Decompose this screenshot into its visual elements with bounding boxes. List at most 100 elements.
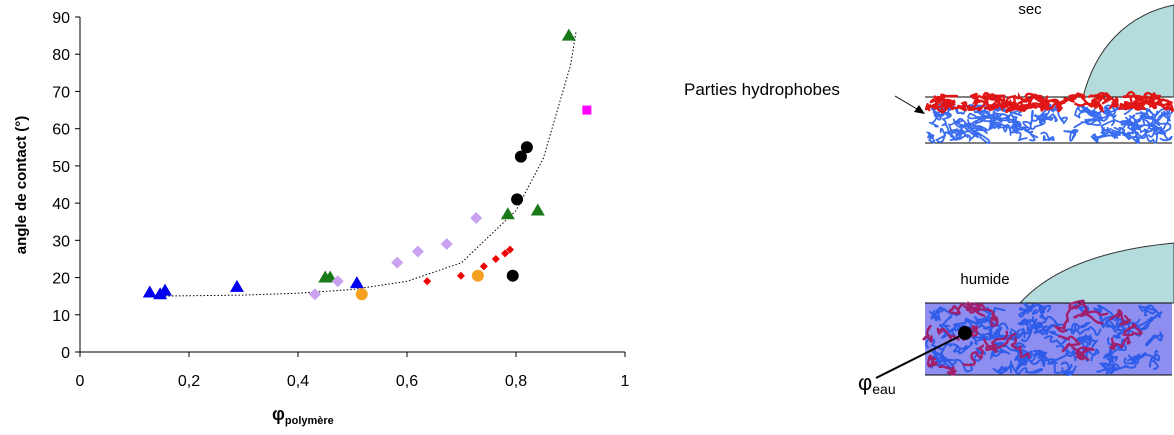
label-humide: humide: [960, 271, 1009, 288]
chain: [940, 315, 964, 339]
hydrophobic-chain: [929, 93, 959, 104]
hydrophobic-chain: [1121, 323, 1143, 337]
chain: [932, 350, 955, 370]
hydrophobic-chain: [1071, 345, 1093, 361]
point: [561, 28, 576, 41]
label-water: φeau: [858, 370, 896, 397]
y-tick-label: 40: [52, 196, 70, 213]
y-tick-label: 10: [52, 308, 70, 325]
chain: [1040, 131, 1055, 142]
hydrophobic-chain: [1044, 99, 1066, 113]
x-tick-label: 0,8: [505, 373, 527, 390]
hydrophobic-chain: [1058, 335, 1081, 353]
point: [491, 254, 500, 263]
point: [506, 269, 519, 282]
chain: [947, 117, 964, 138]
x-tick-label: 0: [76, 373, 85, 390]
point: [520, 141, 533, 154]
chain: [1075, 337, 1100, 362]
chain: [992, 103, 1013, 122]
point: [470, 212, 483, 224]
chain: [1017, 316, 1035, 336]
hydrophobic-chain: [1118, 100, 1133, 111]
label-hydrophobic: Parties hydrophobes: [684, 80, 840, 99]
point: [456, 271, 465, 280]
hydrophobic-chain: [1013, 91, 1039, 104]
hydrophobic-chain: [1096, 92, 1114, 105]
hydrophobic-chain: [1073, 309, 1109, 319]
x-axis-label-symbol: φ: [272, 404, 285, 424]
chain: [1005, 114, 1021, 130]
chain: [1096, 362, 1118, 375]
arrow-head: [914, 105, 925, 114]
point: [440, 238, 453, 251]
point: [308, 288, 321, 301]
x-tick-label: 0,6: [396, 373, 418, 390]
hydrophobic-chain: [1083, 97, 1105, 113]
hydrophobic-chain: [1132, 94, 1153, 104]
chain: [1013, 342, 1033, 360]
point: [511, 193, 524, 206]
hydrophobic-chain: [950, 99, 968, 112]
chain: [939, 343, 968, 362]
hydrophobic-chain: [968, 92, 988, 109]
chain: [1060, 361, 1077, 377]
chain: [1145, 331, 1164, 347]
hydrophobic-chain: [938, 365, 957, 376]
chain: [1112, 114, 1142, 129]
chain: [992, 360, 1013, 375]
hydrophobic-chain: [1020, 94, 1049, 110]
chain: [1039, 112, 1058, 123]
label-water-symbol: φ: [858, 370, 872, 395]
chain: [1030, 109, 1052, 126]
chain: [987, 123, 1012, 136]
water-dot: [958, 326, 972, 340]
chain: [967, 112, 985, 125]
point: [349, 276, 364, 289]
chain: [1126, 351, 1147, 365]
chain: [1093, 304, 1115, 321]
hydrophobic-chain: [985, 93, 1006, 102]
point: [331, 275, 344, 288]
chain: [1070, 321, 1092, 335]
hydrophobic-chain: [983, 102, 1015, 113]
chain: [1008, 123, 1028, 142]
chain: [1015, 356, 1032, 372]
polymer-chains-dry: [924, 90, 1174, 145]
chain: [1073, 112, 1102, 129]
hydrophobic-chain: [1039, 103, 1048, 112]
hydrophobic-chain: [1087, 92, 1109, 104]
hydrophobic-chain: [973, 307, 999, 327]
chain: [1010, 363, 1044, 375]
point: [582, 105, 592, 115]
x-tick-label: 1: [621, 373, 630, 390]
chain: [986, 326, 1003, 341]
chain: [1024, 318, 1038, 333]
chain: [1149, 350, 1161, 368]
chain: [1142, 106, 1169, 128]
point: [355, 288, 368, 301]
chain: [1102, 126, 1127, 138]
diagram: humide sec Parties hydrophobes φeau: [684, 1, 1174, 397]
point: [471, 269, 484, 282]
y-tick-label: 80: [52, 47, 70, 64]
hydrophobic-chain: [962, 344, 985, 367]
point: [423, 277, 432, 286]
hydrophobic-chain: [1068, 299, 1104, 325]
chain: [1018, 302, 1035, 311]
chain: [1018, 303, 1046, 318]
x-tick-label: 0,2: [178, 373, 200, 390]
trend-line: [150, 31, 577, 297]
chain: [1027, 351, 1048, 365]
chain: [1043, 330, 1068, 345]
point: [142, 285, 157, 298]
chain: [1014, 353, 1027, 363]
hydrophobic-chain: [1108, 336, 1131, 351]
point: [506, 245, 515, 254]
hydrophobic-chain: [1052, 305, 1078, 333]
hydrophobic-chain: [1109, 309, 1132, 326]
chain: [973, 311, 991, 328]
hydrophobic-chain: [926, 354, 938, 368]
water-pointer: [875, 333, 965, 379]
